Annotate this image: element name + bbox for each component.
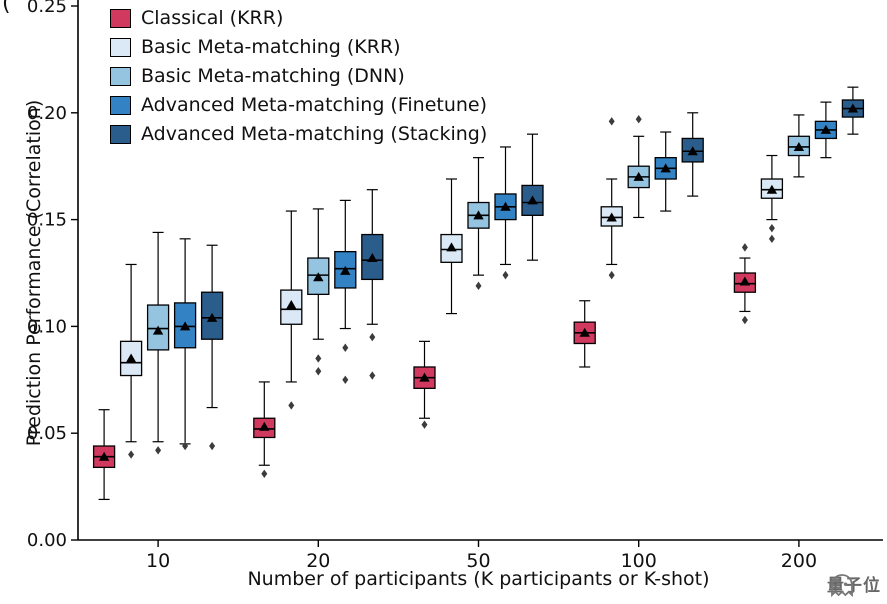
outlier-marker bbox=[315, 354, 322, 363]
mean-marker bbox=[660, 163, 671, 173]
legend-item-4: Advanced Meta-matching (Stacking) bbox=[110, 121, 487, 147]
y-tick-label: 0.20 bbox=[27, 103, 67, 124]
outlier-marker bbox=[502, 270, 509, 280]
legend-item-0: Classical (KRR) bbox=[110, 5, 487, 31]
mean-marker bbox=[179, 321, 191, 331]
y-tick-label: 0.25 bbox=[27, 0, 67, 17]
legend-swatch bbox=[110, 124, 131, 144]
outlier-marker bbox=[608, 117, 615, 126]
mean-marker bbox=[473, 210, 484, 220]
outlier-marker bbox=[182, 441, 189, 451]
watermark: 量子位 bbox=[827, 571, 881, 598]
outlier-marker bbox=[741, 315, 748, 325]
x-tick-label: 200 bbox=[781, 550, 817, 572]
legend-swatch bbox=[110, 37, 131, 57]
outlier-marker bbox=[128, 450, 135, 459]
mean-marker bbox=[286, 300, 297, 310]
legend-swatch bbox=[110, 8, 131, 28]
watermark-text: 量子位 bbox=[827, 576, 881, 596]
legend-label: Classical (KRR) bbox=[141, 6, 284, 29]
x-tick-label: 100 bbox=[621, 550, 657, 572]
y-tick-label: 0.00 bbox=[27, 530, 67, 551]
mean-marker bbox=[152, 325, 164, 335]
panel-label: ( bbox=[2, 0, 11, 16]
mean-marker bbox=[527, 195, 538, 205]
legend-item-3: Advanced Meta-matching (Finetune) bbox=[110, 92, 487, 118]
mean-marker bbox=[687, 146, 698, 156]
y-tick-label: 0.10 bbox=[27, 316, 67, 337]
outlier-marker bbox=[608, 270, 615, 280]
mean-marker bbox=[206, 312, 218, 322]
mean-marker bbox=[739, 276, 751, 286]
outlier-marker bbox=[342, 375, 349, 384]
mean-marker bbox=[259, 421, 270, 431]
legend-swatch bbox=[110, 66, 131, 86]
mean-marker bbox=[125, 353, 137, 363]
mean-marker bbox=[847, 103, 859, 113]
outlier-marker bbox=[209, 441, 216, 451]
legend-swatch bbox=[110, 95, 131, 115]
outlier-marker bbox=[288, 401, 295, 410]
legend-label: Advanced Meta-matching (Stacking) bbox=[141, 122, 488, 145]
outlier-marker bbox=[741, 243, 748, 252]
legend-label: Basic Meta-matching (KRR) bbox=[141, 35, 401, 58]
legend-item-1: Basic Meta-matching (KRR) bbox=[110, 34, 487, 60]
mean-marker bbox=[579, 327, 590, 337]
outlier-marker bbox=[768, 223, 775, 233]
x-tick-label: 10 bbox=[146, 550, 170, 572]
outlier-marker bbox=[261, 469, 268, 478]
mean-marker bbox=[98, 451, 110, 461]
mean-marker bbox=[446, 242, 457, 252]
outlier-marker bbox=[421, 420, 428, 429]
y-tick-label: 0.05 bbox=[27, 423, 67, 444]
mean-marker bbox=[820, 124, 832, 134]
legend-label: Basic Meta-matching (DNN) bbox=[141, 64, 405, 87]
legend-label: Advanced Meta-matching (Finetune) bbox=[141, 93, 488, 116]
x-tick-label: 20 bbox=[306, 550, 330, 572]
mean-marker bbox=[606, 212, 617, 222]
outlier-marker bbox=[475, 281, 482, 291]
x-axis-label: Number of participants (K participants o… bbox=[247, 568, 710, 590]
watermark-logo-icon bbox=[831, 574, 853, 598]
outlier-marker bbox=[369, 332, 376, 342]
mean-marker bbox=[793, 141, 805, 151]
outlier-marker bbox=[315, 367, 322, 376]
mean-marker bbox=[313, 272, 324, 282]
mean-marker bbox=[367, 253, 378, 263]
chart-legend: Classical (KRR) Basic Meta-matching (KRR)… bbox=[110, 5, 487, 147]
outlier-marker bbox=[155, 446, 162, 455]
outlier-marker bbox=[768, 234, 775, 244]
legend-item-2: Basic Meta-matching (DNN) bbox=[110, 63, 487, 89]
outlier-marker bbox=[635, 115, 642, 124]
mean-marker bbox=[340, 265, 351, 275]
outlier-marker bbox=[342, 343, 349, 352]
y-axis-label: Prediction Performance (Correlation) bbox=[23, 99, 45, 447]
y-tick-label: 0.15 bbox=[27, 210, 67, 231]
x-tick-label: 50 bbox=[466, 550, 490, 572]
mean-marker bbox=[500, 201, 511, 211]
mean-marker bbox=[419, 372, 430, 382]
outlier-marker bbox=[369, 371, 376, 380]
mean-marker bbox=[766, 184, 778, 194]
mean-marker bbox=[633, 171, 644, 181]
